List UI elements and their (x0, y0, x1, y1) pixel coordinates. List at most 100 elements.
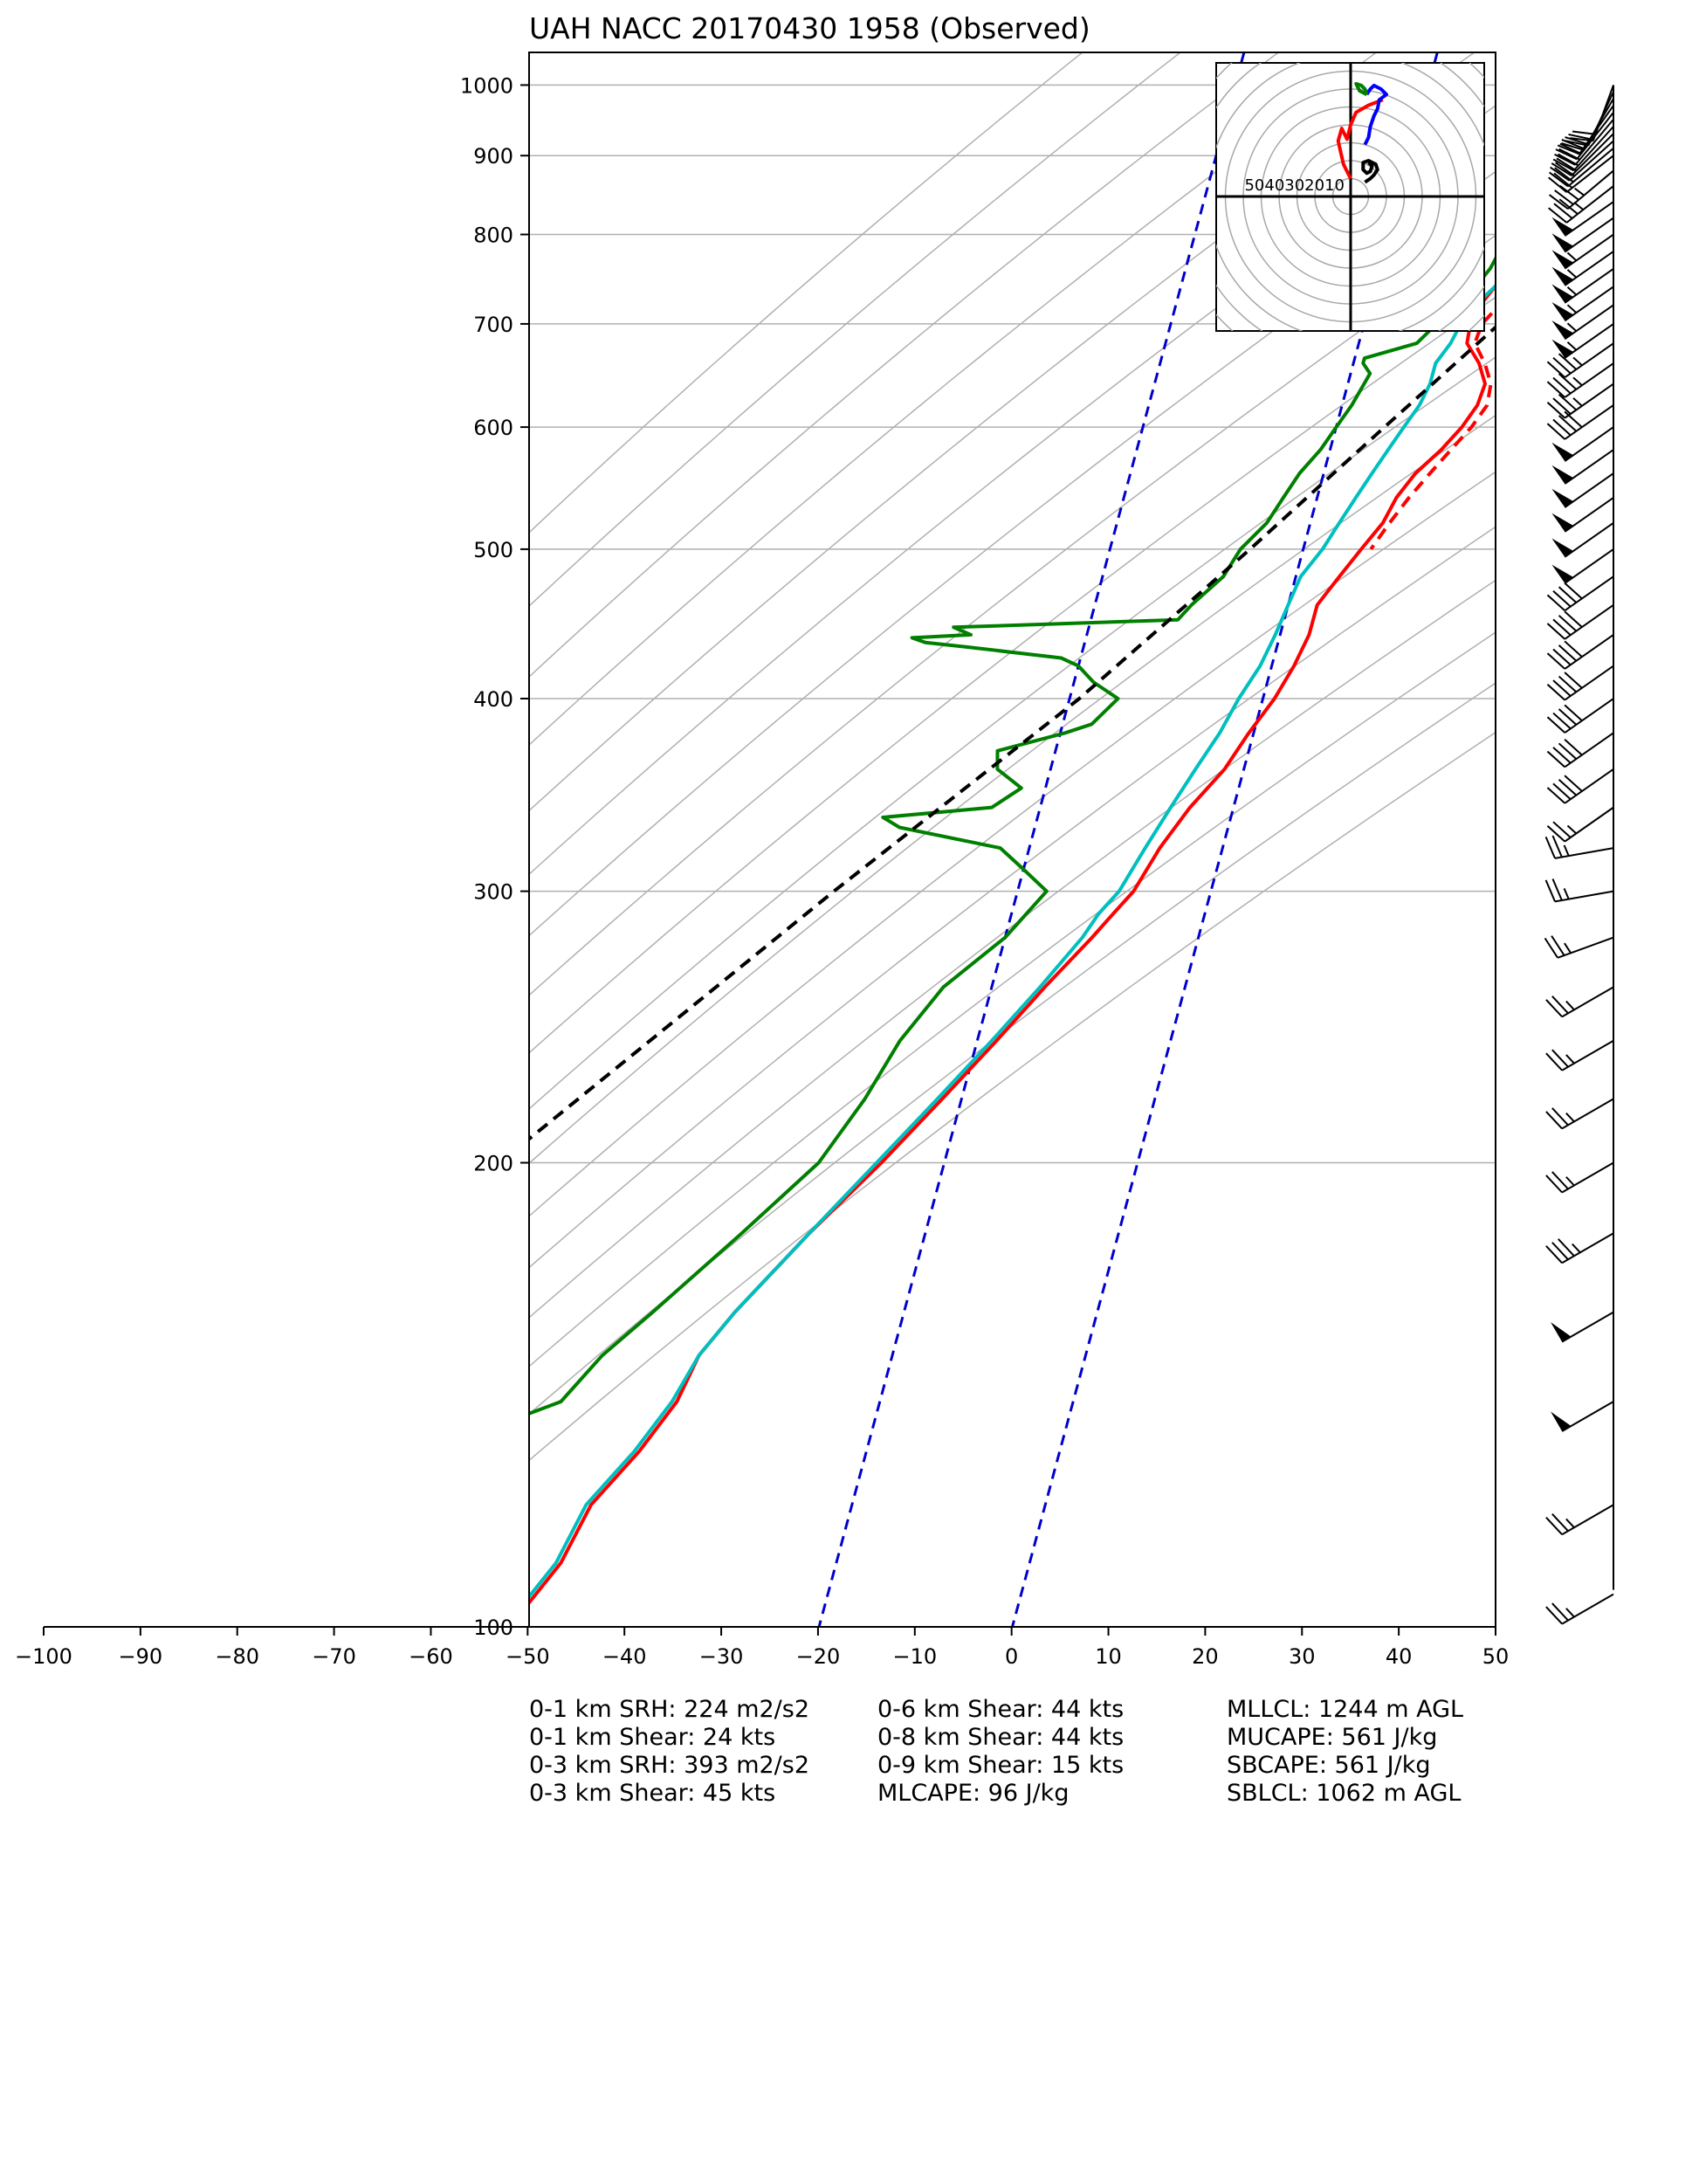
wind-barb-flag (1552, 821, 1572, 838)
wind-barb (1545, 1593, 1614, 1625)
wind-barb-flag (1558, 779, 1578, 796)
temperature-tick-label: −80 (215, 1644, 259, 1669)
wind-barb-flag (1558, 708, 1578, 726)
wind-barb-flag (1546, 716, 1565, 734)
wind-barb-half-flag (1563, 844, 1570, 857)
dry-adiabat--40 (529, 52, 1083, 534)
wind-barb-flag (1558, 393, 1578, 411)
dry-adiabat-100 (529, 631, 1496, 1368)
wind-barb-shaft (1561, 1401, 1614, 1432)
wind-barb-half-flag (1566, 251, 1578, 262)
wind-barb (1551, 323, 1614, 359)
wind-barb-half-flag (1566, 286, 1578, 296)
temperature-tick-label: −50 (506, 1644, 550, 1669)
temperature-tick-label: −40 (602, 1644, 647, 1669)
wind-barb-flag (1545, 1175, 1563, 1194)
wind-barb (1546, 362, 1614, 398)
profile-series-0 (529, 283, 1496, 1606)
wind-barb-pennant (1551, 1411, 1572, 1431)
wind-barb-flag (1558, 373, 1578, 390)
wind-barb (1545, 1039, 1614, 1071)
temperature-tick-label: −20 (796, 1644, 841, 1669)
wind-barb-pennant (1551, 513, 1574, 532)
wind-barb-shaft (1554, 847, 1614, 859)
wind-barb-shaft (1571, 133, 1614, 176)
wind-barb-shaft (1564, 522, 1614, 558)
wind-barb-pennant (1551, 217, 1574, 237)
pressure-tick-label: 1000 (460, 73, 513, 98)
wind-barb-flag (1561, 142, 1585, 151)
wind-barb (1544, 935, 1614, 959)
wind-barb (1546, 342, 1614, 378)
dry-adiabat-20 (529, 170, 1496, 937)
wind-barb-flag (1561, 138, 1584, 149)
wind-barb (1545, 1161, 1614, 1194)
wind-barb-shaft (1564, 604, 1614, 640)
wind-barb-shaft (1561, 1504, 1614, 1536)
wind-barb (1546, 806, 1614, 843)
wind-barb-shaft (1561, 1593, 1614, 1625)
wind-barb-pennant (1551, 538, 1574, 557)
wind-barb-pennant (1551, 320, 1574, 340)
wind-barb-flag (1550, 166, 1571, 182)
wind-barb-flag (1564, 775, 1583, 792)
temperature-tick-label: −30 (699, 1644, 744, 1669)
wind-barb-flag (1551, 1512, 1569, 1532)
wind-barb-flag (1554, 162, 1575, 177)
wind-barb-flag (1568, 133, 1592, 141)
wind-barb-half-flag (1572, 356, 1583, 367)
pressure-tick-label: 700 (473, 313, 513, 337)
temperature-tick-label: −10 (892, 1644, 937, 1669)
wind-barb-shaft (1568, 140, 1614, 182)
wind-barb-half-flag (1565, 1112, 1575, 1123)
temperature-tick-label: 30 (1289, 1644, 1316, 1669)
wind-barb-flag (1552, 712, 1572, 730)
wind-barb-flag (1551, 1242, 1569, 1260)
stat-line: 0-6 km Shear: 44 kts (877, 1696, 1124, 1723)
wind-barb (1546, 382, 1614, 419)
hodograph-trace-1 (1336, 98, 1384, 180)
wind-barb-shaft (1561, 1232, 1614, 1264)
wind-barb-flag (1546, 825, 1565, 843)
wind-barb (1551, 251, 1614, 286)
wind-barb-half-flag (1566, 269, 1578, 279)
wind-barb (1551, 497, 1614, 533)
wind-barb-flag (1548, 171, 1569, 188)
wind-barb-flag (1564, 640, 1583, 658)
hodograph-content (1216, 63, 1484, 331)
wind-barb-shaft (1564, 768, 1614, 804)
dry-adiabat-40 (529, 296, 1496, 1054)
wind-barb (1548, 147, 1614, 188)
wind-barb-half-flag (1565, 1608, 1575, 1618)
stat-line: SBCAPE: 561 J/kg (1227, 1752, 1430, 1779)
wind-barb-flag (1554, 167, 1574, 183)
temperature-axis: −100 −90 −80 −70 −60 −50 −40 −30 −20 −10 0 10 20 30 40… (15, 1626, 1509, 1669)
wind-barb-shaft (1564, 634, 1614, 670)
wind-barb-shaft (1565, 155, 1614, 193)
hodograph-ring-labels: 5040302010 (1244, 176, 1345, 195)
wind-barb-flag (1558, 353, 1578, 370)
dry-adiabat-110 (529, 682, 1496, 1416)
wind-barb-flag (1548, 176, 1568, 193)
wind-barb (1551, 472, 1614, 508)
stat-line: 0-3 km SRH: 393 m2/s2 (529, 1752, 809, 1779)
wind-barb-shaft (1564, 665, 1614, 701)
wind-barb-pennant (1551, 1322, 1572, 1342)
wind-barb-flag (1564, 738, 1583, 756)
dry-adiabat--30 (529, 52, 1181, 608)
wind-barb-flag (1558, 644, 1578, 662)
wind-barb-pennant (1551, 284, 1574, 303)
wind-barb-flag (1552, 356, 1572, 375)
wind-barb (1551, 1401, 1614, 1432)
wind-barb-flag (1551, 162, 1572, 176)
wind-barb-shaft (1564, 404, 1614, 440)
wind-barb (1551, 426, 1614, 462)
profile-series-3 (529, 255, 1496, 1416)
stat-line: MLLCL: 1244 m AGL (1227, 1696, 1463, 1723)
pressure-tick-label: 800 (473, 224, 513, 248)
wind-barb-pennant (1551, 301, 1574, 321)
dry-adiabat-50 (529, 356, 1496, 1110)
wind-barb (1550, 140, 1614, 182)
wind-barb-flag (1545, 1245, 1563, 1264)
wind-barb-half-flag (1565, 1518, 1575, 1528)
